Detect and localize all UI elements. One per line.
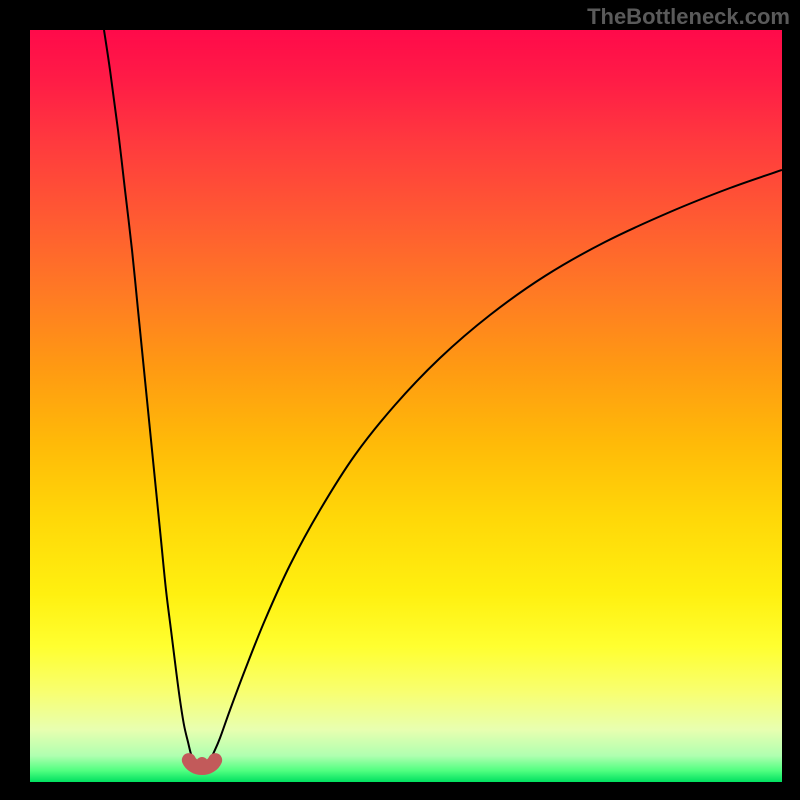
curve-left-branch: [104, 30, 194, 760]
curve-right-branch: [210, 170, 782, 760]
plot-area: [30, 30, 782, 782]
curve-trough-dot: [196, 757, 208, 769]
curve-layer: [30, 30, 782, 782]
watermark-text: TheBottleneck.com: [587, 4, 790, 30]
chart-container: TheBottleneck.com: [0, 0, 800, 800]
